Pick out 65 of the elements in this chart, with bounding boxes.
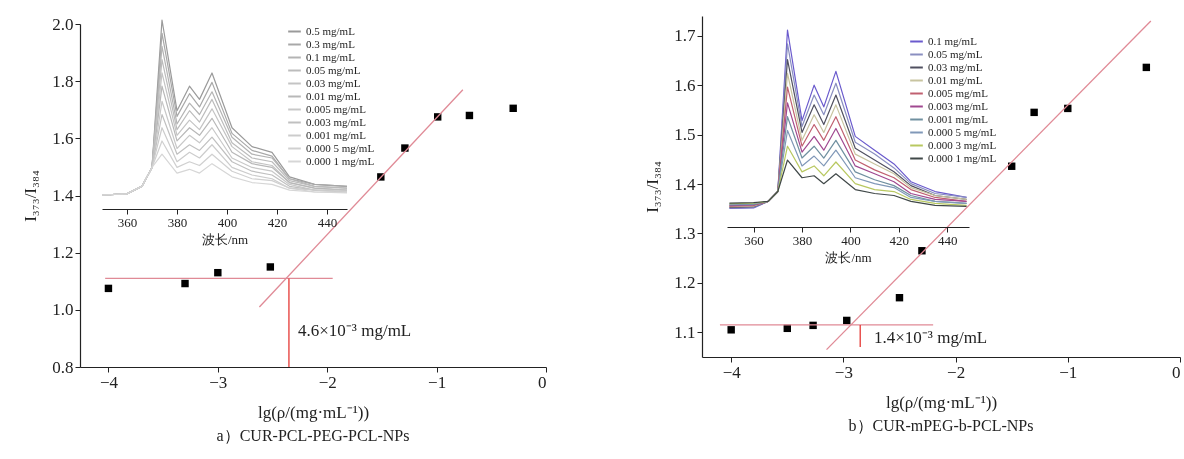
legend-label: 0.03 mg/mL [928,60,983,73]
x-tick-label: 360 [117,214,138,230]
x-tick-label: −3 [834,362,853,382]
y-axis-title: I₃₇₃/I₃₈₄ [643,161,663,213]
x-axis-title: 波长/nm [825,249,872,265]
legend-label: 0.01 mg/mL [306,89,361,102]
x-tick-label: 400 [841,232,861,248]
x-tick-label: −1 [428,372,447,392]
legend-label: 0.1 mg/mL [928,34,978,47]
legend-label: 0.05 mg/mL [306,63,361,76]
legend-label: 0.1 mg/mL [306,50,356,63]
x-tick-label: 0 [538,372,547,392]
legend-label: 0.003 mg/mL [928,99,989,112]
y-tick-label: 1.3 [674,223,696,243]
legend-label: 0.001 mg/mL [306,128,367,141]
x-tick-label: 420 [267,214,288,230]
y-tick-label: 2.0 [52,14,74,34]
y-tick-label: 1.5 [674,125,696,145]
y-tick-label: 1.6 [674,75,696,95]
text: a）CUR-PCL-PEG-PCL-NPs [216,427,410,444]
legend-label: 0.003 mg/mL [306,115,367,128]
x-tick-label: 440 [317,214,338,230]
legend-label: 0.000 3 mg/mL [928,138,997,151]
x-axis-title: lg(ρ/(mg·mL⁻¹)) [257,402,370,422]
x-axis-title: 波长/nm [201,231,249,247]
x-tick-label: 0 [1172,362,1181,382]
x-tick-label: −2 [947,362,966,382]
legend-label: 0.000 5 mg/mL [928,125,997,138]
y-tick-label: 1.2 [674,273,696,293]
y-tick-label: 1.8 [52,71,74,91]
y-tick-label: 1.4 [52,186,74,205]
x-tick-label: 420 [889,232,910,248]
legend-label: 0.001 mg/mL [928,112,989,125]
x-tick-label: 400 [217,214,238,230]
annotation: 1.4×10⁻³ mg/mL [874,328,988,347]
legend-label: 0.000 5 mg/mL [306,141,375,154]
legend-label: 0.000 1 mg/mL [306,154,375,167]
legend-label: 0.5 mg/mL [306,24,356,37]
x-tick-label: 380 [792,232,813,248]
y-axis-title: I₃₇₃/I₃₈₄ [21,170,41,222]
legend-label: 0.005 mg/mL [306,102,367,115]
x-tick-label: −4 [722,362,742,382]
x-axis-title: lg(ρ/(mg·mL⁻¹)) [885,392,998,412]
x-tick-label: −1 [1059,362,1078,382]
y-tick-label: 1.1 [674,322,696,342]
legend-label: 0.000 1 mg/mL [928,151,997,164]
legend-label: 0.05 mg/mL [928,47,983,60]
y-tick-label: 1.4 [674,174,696,194]
legend-label: 0.005 mg/mL [928,86,989,99]
y-tick-label: 0.8 [52,357,74,377]
x-tick-label: 380 [167,214,188,230]
y-tick-label: 1.6 [52,128,74,148]
text: b）CUR-mPEG-b-PCL-NPs [848,417,1034,434]
x-tick-label: −2 [318,372,337,392]
y-tick-label: 1.0 [52,300,74,320]
x-tick-label: 360 [744,232,764,248]
legend-label: 0.3 mg/mL [306,37,356,50]
x-tick-label: −3 [209,372,228,392]
legend-label: 0.01 mg/mL [928,73,983,86]
x-tick-label: −4 [99,372,119,392]
annotation: 4.6×10⁻³ mg/mL [298,321,412,340]
legend-label: 0.03 mg/mL [306,76,361,89]
y-tick-label: 1.7 [674,26,696,46]
x-tick-label: 440 [937,232,958,248]
y-tick-label: 1.2 [52,243,74,263]
